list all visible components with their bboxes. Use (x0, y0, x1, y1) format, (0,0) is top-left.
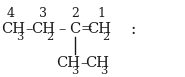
Text: CH: CH (85, 56, 109, 70)
Text: CH: CH (31, 22, 56, 36)
Text: 1: 1 (97, 7, 105, 20)
Text: 2: 2 (102, 32, 109, 42)
Text: =: = (80, 22, 93, 36)
Text: 4: 4 (6, 7, 14, 20)
Text: CH: CH (56, 56, 80, 70)
Text: C: C (69, 22, 80, 36)
Text: CH: CH (87, 22, 111, 36)
Text: :: : (130, 21, 136, 38)
Text: 3: 3 (39, 7, 48, 20)
Text: –: – (58, 22, 66, 36)
Text: 2: 2 (46, 32, 54, 42)
Text: 3: 3 (71, 66, 79, 76)
Text: –: – (80, 56, 88, 70)
Text: CH: CH (1, 22, 25, 36)
Text: 2: 2 (72, 7, 79, 20)
Text: 3: 3 (16, 32, 23, 42)
Text: –: – (25, 22, 32, 36)
Text: 3: 3 (100, 66, 107, 76)
